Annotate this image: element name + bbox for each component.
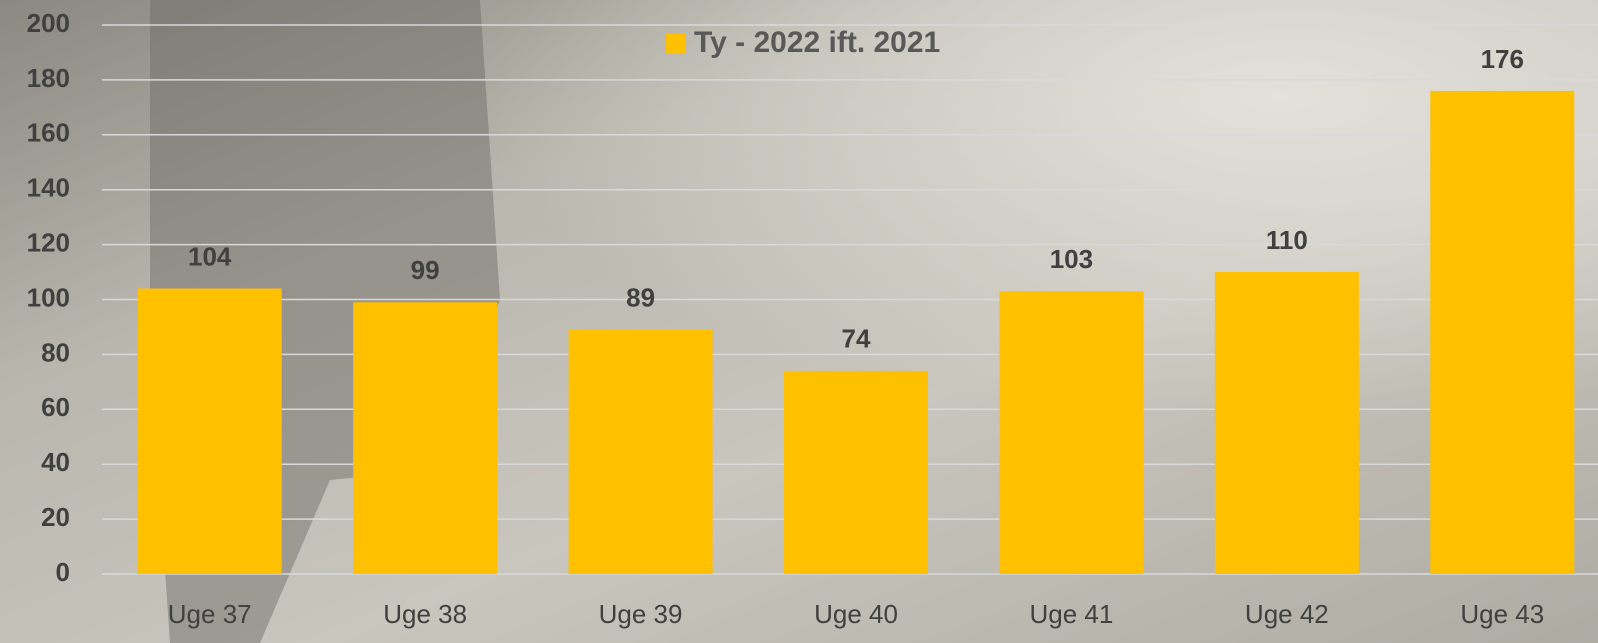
bar [353, 302, 498, 574]
x-tick-label: Uge 40 [814, 599, 898, 629]
legend-label: Ty - 2022 ift. 2021 [694, 26, 940, 59]
y-tick-label: 200 [27, 8, 70, 38]
data-label: 74 [842, 324, 871, 354]
x-tick-label: Uge 38 [383, 599, 467, 629]
x-tick-label: Uge 42 [1245, 599, 1329, 629]
y-tick-label: 100 [27, 282, 70, 312]
bar [999, 291, 1144, 574]
x-tick-label: Uge 37 [168, 599, 252, 629]
legend-swatch [666, 34, 686, 54]
bar [1430, 90, 1575, 574]
x-tick-label: Uge 43 [1460, 599, 1544, 629]
y-tick-label: 80 [41, 337, 70, 367]
data-label: 99 [411, 255, 440, 285]
data-label: 104 [188, 241, 232, 271]
data-label: 103 [1050, 244, 1093, 274]
y-tick-label: 20 [41, 502, 70, 532]
y-tick-label: 0 [56, 557, 70, 587]
x-tick-label: Uge 41 [1030, 599, 1114, 629]
bar [1214, 272, 1359, 574]
y-tick-label: 160 [27, 118, 70, 148]
bar [568, 329, 713, 574]
bar [784, 370, 928, 574]
data-label: 176 [1481, 44, 1524, 74]
x-tick-label: Uge 39 [599, 599, 683, 629]
y-tick-label: 120 [27, 227, 70, 257]
data-label: 89 [626, 283, 655, 313]
y-tick-label: 140 [27, 173, 70, 203]
bar [137, 288, 282, 574]
y-tick-label: 180 [27, 63, 70, 93]
y-tick-label: 40 [41, 447, 70, 477]
y-tick-label: 60 [41, 392, 70, 422]
data-label: 110 [1266, 225, 1308, 255]
